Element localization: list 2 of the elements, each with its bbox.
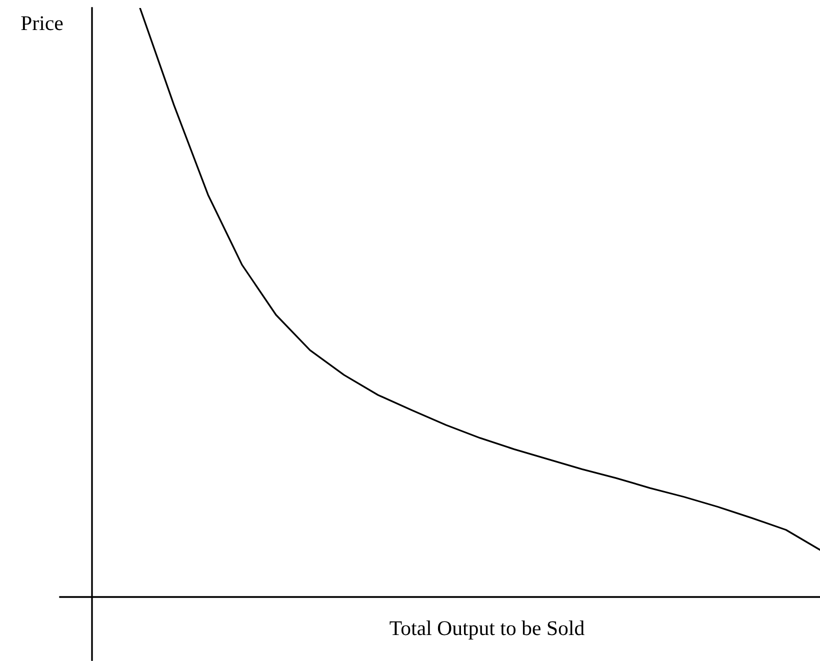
- y-axis-title: Price: [21, 16, 63, 30]
- x-axis-title: Total Output to be Sold: [390, 620, 584, 640]
